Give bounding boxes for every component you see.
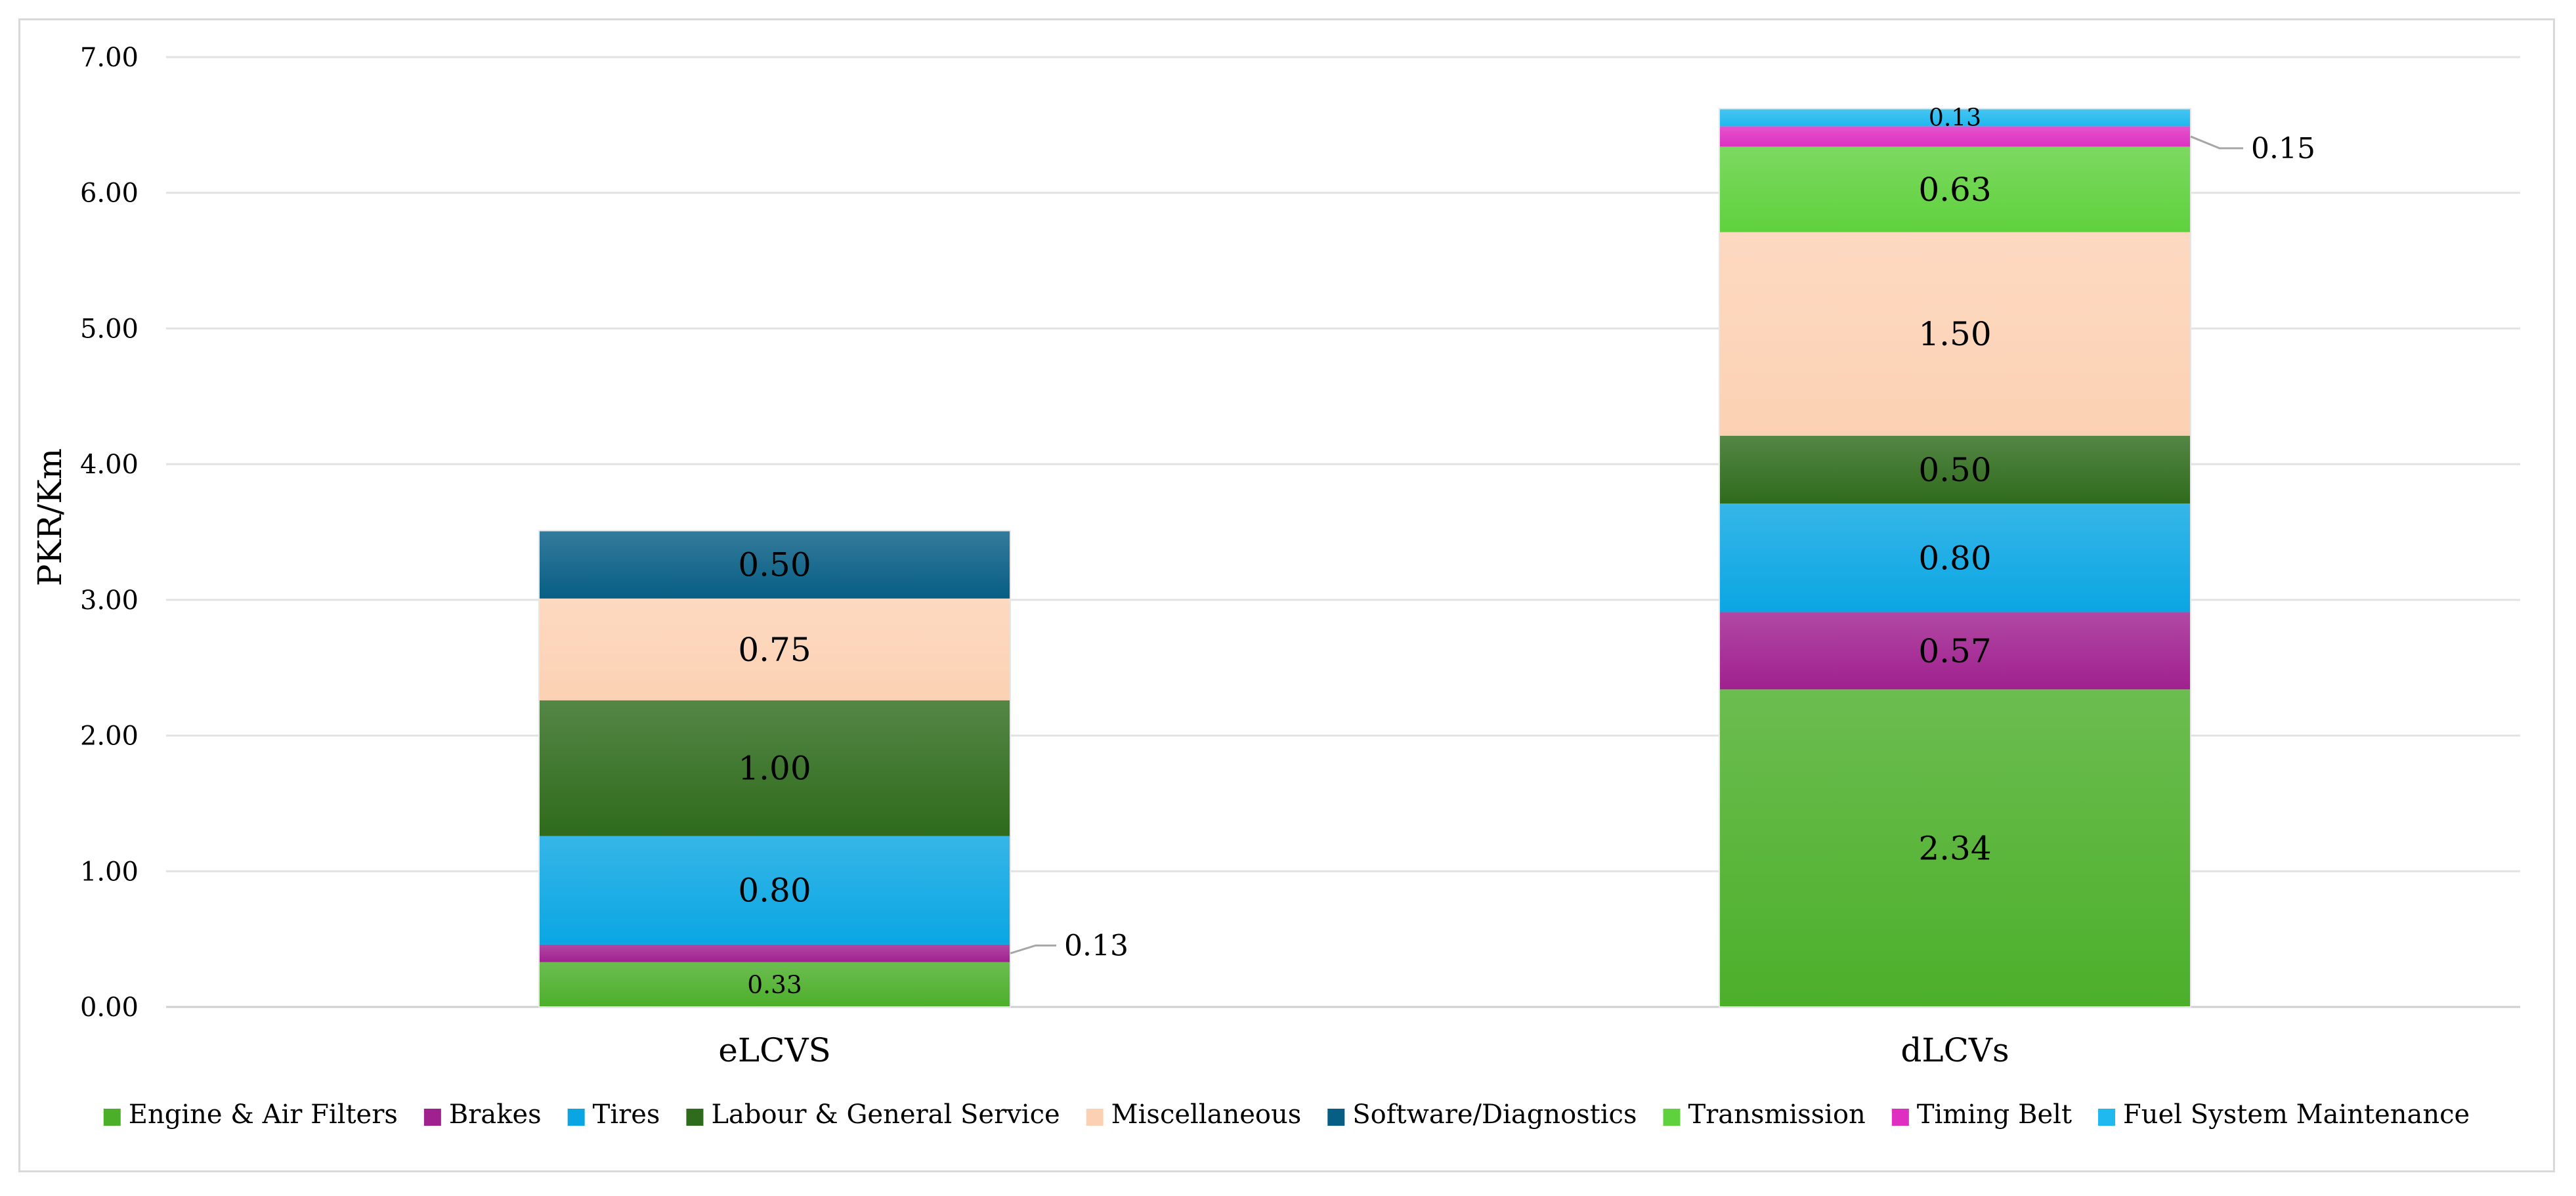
legend-label: Miscellaneous <box>1111 1100 1302 1130</box>
data-label: 0.57 <box>1918 632 1991 670</box>
bar-segment <box>1719 503 2191 612</box>
legend-label: Software/Diagnostics <box>1352 1100 1637 1130</box>
bar-segment <box>1719 108 2191 127</box>
legend-label: Engine & Air Filters <box>129 1100 398 1130</box>
legend-label: Brakes <box>449 1100 542 1130</box>
bar-outline <box>1719 108 2191 1008</box>
leader-line <box>1010 944 1056 954</box>
y-tick-label: 3.00 <box>80 586 139 616</box>
bar-segment <box>539 962 1010 1007</box>
legend-swatch <box>1663 1109 1681 1126</box>
bar-segment <box>1719 689 2191 1007</box>
y-tick-label: 6.00 <box>80 179 139 209</box>
y-axis-label: PKR/Km <box>31 448 69 586</box>
legend: Engine & Air Filters Brakes Tires Labour & … <box>103 1100 2470 1130</box>
data-label: 2.34 <box>1918 830 1991 868</box>
bar-segment <box>1719 146 2191 232</box>
legend-item: Transmission <box>1663 1100 1866 1130</box>
legend-label: Timing Belt <box>1917 1100 2072 1130</box>
legend-swatch <box>1086 1109 1104 1126</box>
legend-swatch <box>567 1109 585 1126</box>
y-tick-label: 7.00 <box>80 43 139 73</box>
legend-label: Transmission <box>1688 1100 1865 1130</box>
legend-swatch <box>2098 1109 2116 1126</box>
legend-swatch <box>103 1109 121 1126</box>
data-label: 0.80 <box>1918 539 1991 577</box>
legend-item: Engine & Air Filters <box>103 1100 398 1130</box>
legend-item: Miscellaneous <box>1086 1100 1302 1130</box>
leader-line <box>2190 135 2243 150</box>
bar-segment <box>539 944 1010 962</box>
bars <box>538 108 2191 1008</box>
y-axis-ticks: 0.00 1.00 2.00 3.00 4.00 5.00 6.00 7.00 <box>80 43 139 1023</box>
data-label: 1.00 <box>738 750 811 788</box>
bar-segment <box>539 700 1010 836</box>
data-label: 0.80 <box>738 872 811 910</box>
y-tick-label: 2.00 <box>80 721 139 752</box>
legend-item: Labour & General Service <box>686 1100 1060 1130</box>
legend-label: Fuel System Maintenance <box>2123 1100 2470 1130</box>
data-label: 0.15 <box>2251 132 2315 165</box>
bar-segment <box>539 598 1010 700</box>
data-label: 0.33 <box>747 970 802 999</box>
legend-swatch <box>686 1109 704 1126</box>
data-label: 0.75 <box>738 631 811 669</box>
legend-swatch <box>1891 1109 1909 1126</box>
legend-item: Timing Belt <box>1891 1100 2072 1130</box>
legend-label: Tires <box>593 1100 660 1130</box>
bar-segment <box>539 530 1010 599</box>
data-label: 0.63 <box>1918 171 1991 209</box>
legend-item: Tires <box>567 1100 660 1130</box>
data-label: 0.50 <box>738 546 811 584</box>
data-label: 1.50 <box>1918 315 1991 353</box>
x-axis-ticks: eLCVS dLCVs <box>718 1031 2009 1069</box>
y-tick-label: 4.00 <box>80 450 139 480</box>
legend-item: Brakes <box>423 1100 542 1130</box>
bar-segment <box>1719 126 2191 147</box>
bar-segment <box>539 836 1010 945</box>
x-tick-label: dLCVs <box>1900 1031 2009 1069</box>
legend-swatch <box>1327 1109 1345 1126</box>
legend-item: Fuel System Maintenance <box>2098 1100 2470 1130</box>
legend-label: Labour & General Service <box>711 1100 1060 1130</box>
x-tick-label: eLCVS <box>718 1031 830 1069</box>
data-label: 0.50 <box>1918 451 1991 489</box>
y-tick-label: 5.00 <box>80 314 139 344</box>
data-labels: 0.33 0.13 0.80 1.00 0.75 0.50 2.34 0.57 0.80 0.50… <box>738 105 2315 999</box>
data-label: 0.13 <box>1929 105 1981 132</box>
bar-segment <box>1719 435 2191 504</box>
bar-segment <box>1719 232 2191 436</box>
y-tick-label: 1.00 <box>80 857 139 887</box>
bar-outline <box>538 530 1011 1008</box>
legend-item: Software/Diagnostics <box>1327 1100 1637 1130</box>
stacked-bar-chart: 0.001.002.003.004.005.006.007.00 PKR/Km … <box>31 43 2520 1130</box>
y-tick-label: 0.00 <box>80 993 139 1023</box>
data-label: 0.13 <box>1064 929 1128 962</box>
legend-swatch <box>423 1109 441 1126</box>
chart-frame: 0.00 1.00 2.00 3.00 4.00 5.00 6.00 7.00 PKR/Km … <box>18 18 2555 1172</box>
bar-segment <box>1719 612 2191 690</box>
